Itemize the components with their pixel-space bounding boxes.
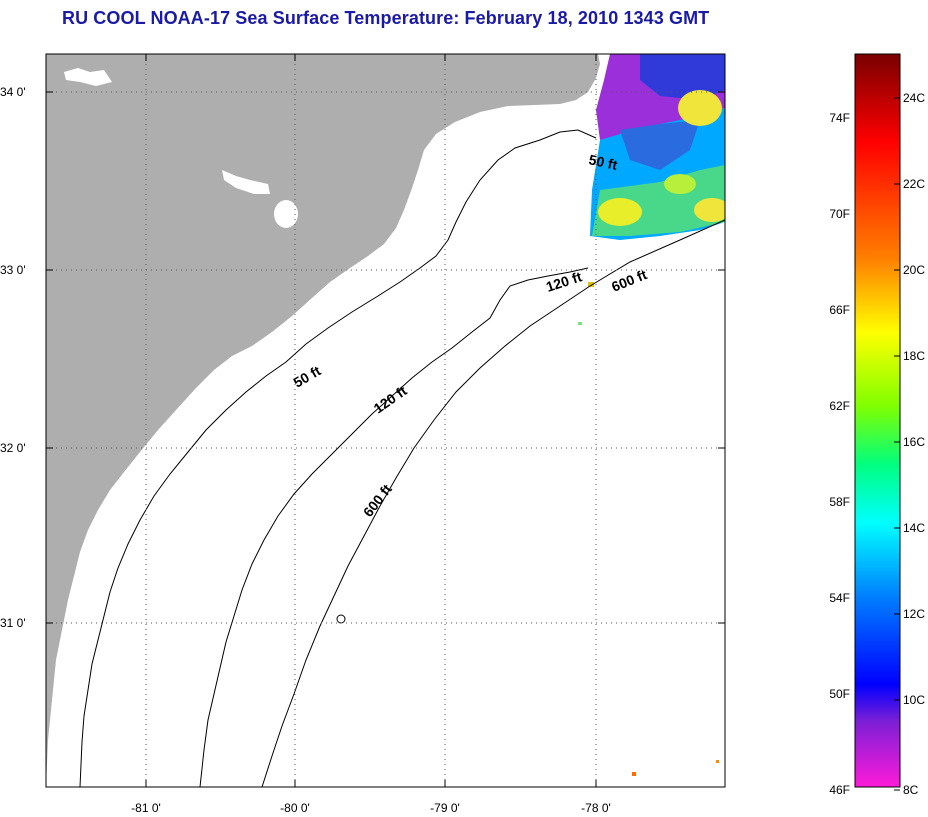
colorbar-f-label: 46F — [829, 783, 850, 797]
colorbar-f-label: 66F — [829, 303, 850, 317]
lat-label: 32 0' — [0, 441, 26, 455]
colorbar-f-label: 74F — [829, 111, 850, 125]
lon-label: -80 0' — [280, 801, 310, 815]
colorbar-c-label: 14C — [903, 521, 925, 535]
colorbar-c-label: 24C — [903, 91, 925, 105]
lon-label: -78 0' — [581, 801, 611, 815]
contour-label: 50 ft — [587, 151, 619, 173]
map-frame — [45, 53, 726, 788]
colorbar-f-label: 62F — [829, 399, 850, 413]
axis-ticks — [46, 54, 725, 787]
lat-label: 34 0' — [0, 85, 26, 99]
lon-label: -79 0' — [430, 801, 460, 815]
lat-label: 31 0' — [0, 616, 26, 630]
colorbar-f-label: 58F — [829, 495, 850, 509]
colorbar-f-label: 70F — [829, 207, 850, 221]
colorbar-c-label: 20C — [903, 263, 925, 277]
colorbar-c-label: 12C — [903, 607, 925, 621]
page-title: RU COOL NOAA-17 Sea Surface Temperature:… — [62, 8, 710, 28]
colorbar-f-label: 54F — [829, 591, 850, 605]
map-area: 50 ft 120 ft 600 ft 50 ft 120 ft 600 ft — [46, 54, 725, 787]
lat-label: 33 0' — [0, 263, 26, 277]
graticule — [46, 54, 725, 787]
contour-50ft — [79, 129, 597, 787]
colorbar-f-label: 50F — [829, 687, 850, 701]
colorbar-c-label: 8C — [903, 783, 919, 797]
lon-label: -81 0' — [131, 801, 161, 815]
contour-120ft — [199, 267, 589, 787]
contour-600ft — [261, 219, 725, 787]
colorbar-c-label: 16C — [903, 435, 925, 449]
colorbar-c-label: 22C — [903, 177, 925, 191]
temperature-colorbar: 74F 70F 66F 62F 58F 54F 50F 46F 24C 22C 20C 18C 16C 1… — [829, 53, 925, 797]
sst-satellite-swath — [578, 54, 725, 776]
land-mass — [46, 54, 600, 787]
colorbar-c-label: 18C — [903, 349, 925, 363]
colorbar-c-label: 10C — [903, 693, 925, 707]
